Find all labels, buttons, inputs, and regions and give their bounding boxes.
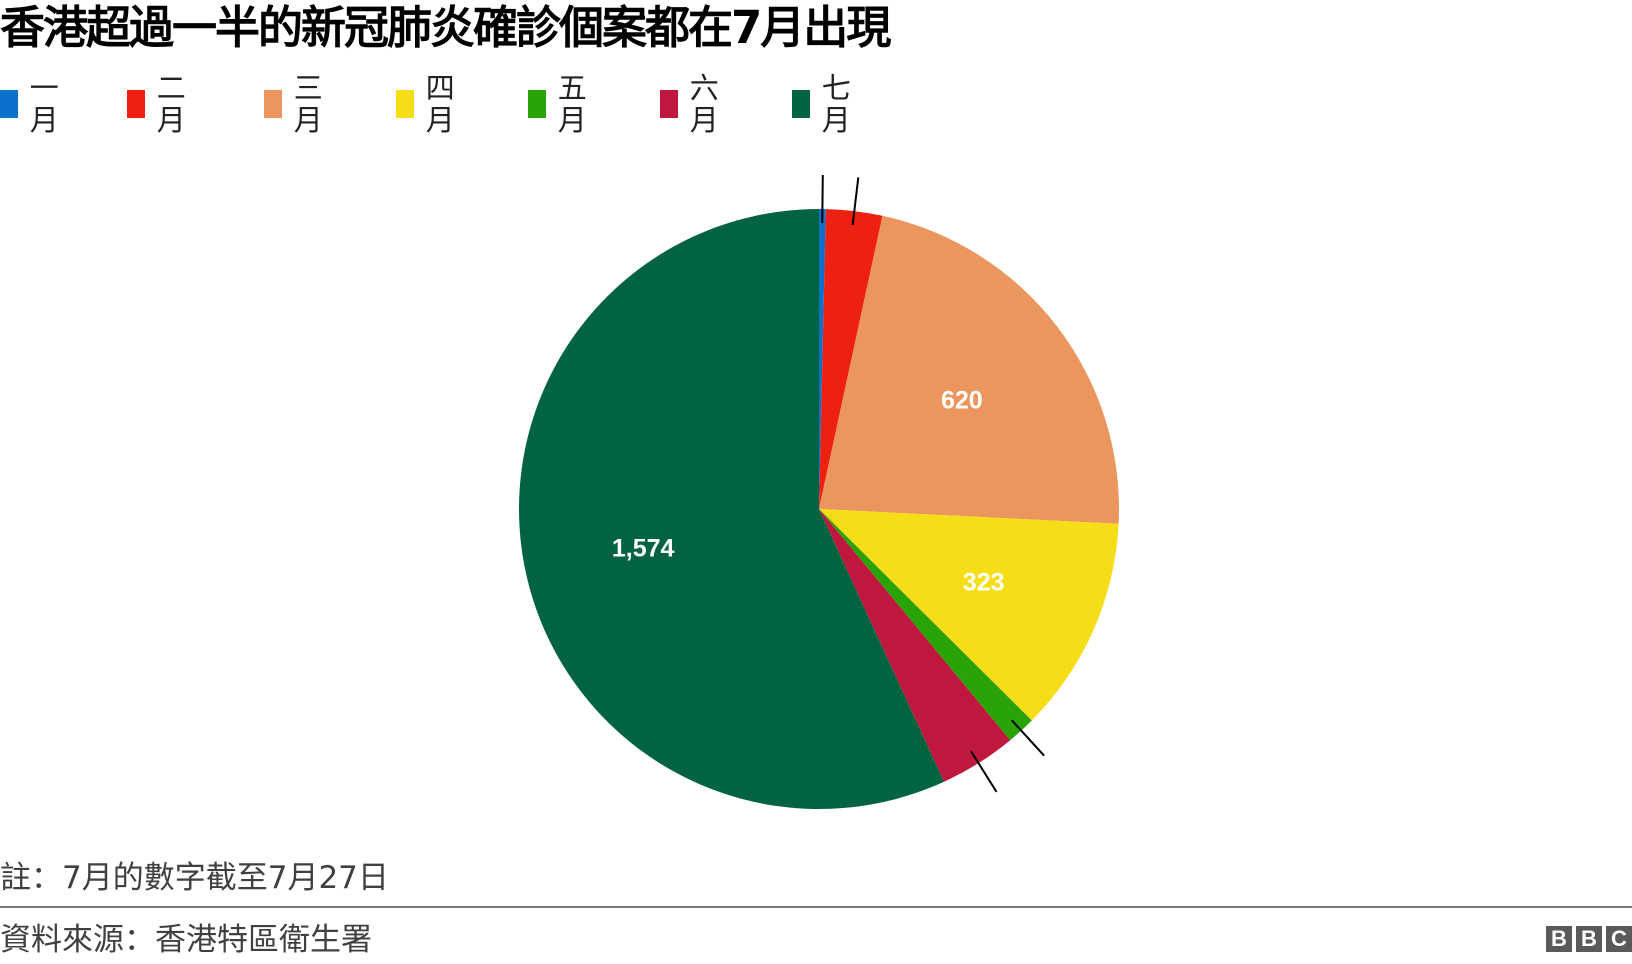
legend-item-apr: 四月 — [396, 72, 464, 136]
legend-item-may: 五月 — [528, 72, 596, 136]
pie-slice-5 — [819, 509, 1032, 741]
source-text: 資料來源：香港特區衛生署 — [0, 922, 372, 958]
leader-line — [1011, 719, 1045, 757]
pie-slice-1 — [819, 209, 826, 509]
leader-lines — [821, 175, 1045, 793]
legend-swatch-feb — [127, 90, 145, 118]
leader-line — [851, 177, 860, 226]
bbc-logo-letter: C — [1606, 926, 1632, 952]
data-labels: 620 323 1,574 — [612, 386, 1005, 596]
legend-item-feb: 二月 — [127, 72, 195, 136]
legend-item-jul: 七月 — [792, 72, 860, 136]
pie-slices — [519, 209, 1119, 810]
pie-slice-4 — [819, 509, 1119, 721]
legend-label-may: 五月 — [557, 71, 587, 137]
bbc-logo: B B C — [1546, 926, 1632, 952]
legend-item-jan: 一月 — [0, 72, 68, 136]
pie-slice-3 — [819, 215, 1119, 524]
footer-divider — [0, 906, 1632, 908]
data-label: 1,574 — [612, 534, 675, 562]
legend-label-jan: 一月 — [29, 71, 59, 137]
legend-swatch-jan — [0, 90, 18, 118]
bbc-logo-letter: B — [1576, 926, 1602, 952]
legend-swatch-jul — [792, 90, 810, 118]
legend-label-jun: 六月 — [689, 71, 719, 137]
chart-title: 香港超過一半的新冠肺炎確診個案都在7月出現 — [0, 1, 891, 54]
footnote: 註：7月的數字截至7月27日 — [0, 860, 389, 896]
legend-swatch-jun — [660, 90, 678, 118]
legend-label-feb: 二月 — [156, 71, 186, 137]
leader-line — [821, 175, 824, 224]
bbc-logo-letter: B — [1546, 926, 1572, 952]
legend-item-mar: 三月 — [264, 72, 332, 136]
legend-swatch-may — [528, 90, 546, 118]
legend-swatch-mar — [264, 90, 282, 118]
pie-slice-7 — [519, 209, 945, 810]
legend-label-apr: 四月 — [425, 71, 455, 137]
data-label: 620 — [941, 386, 983, 414]
data-label: 323 — [963, 569, 1005, 597]
legend-label-jul: 七月 — [821, 71, 851, 137]
legend-item-jun: 六月 — [660, 72, 728, 136]
legend-swatch-apr — [396, 90, 414, 118]
leader-line — [970, 750, 998, 793]
legend-label-mar: 三月 — [293, 71, 323, 137]
pie-slice-6 — [819, 509, 1011, 782]
pie-slice-2 — [819, 209, 883, 510]
